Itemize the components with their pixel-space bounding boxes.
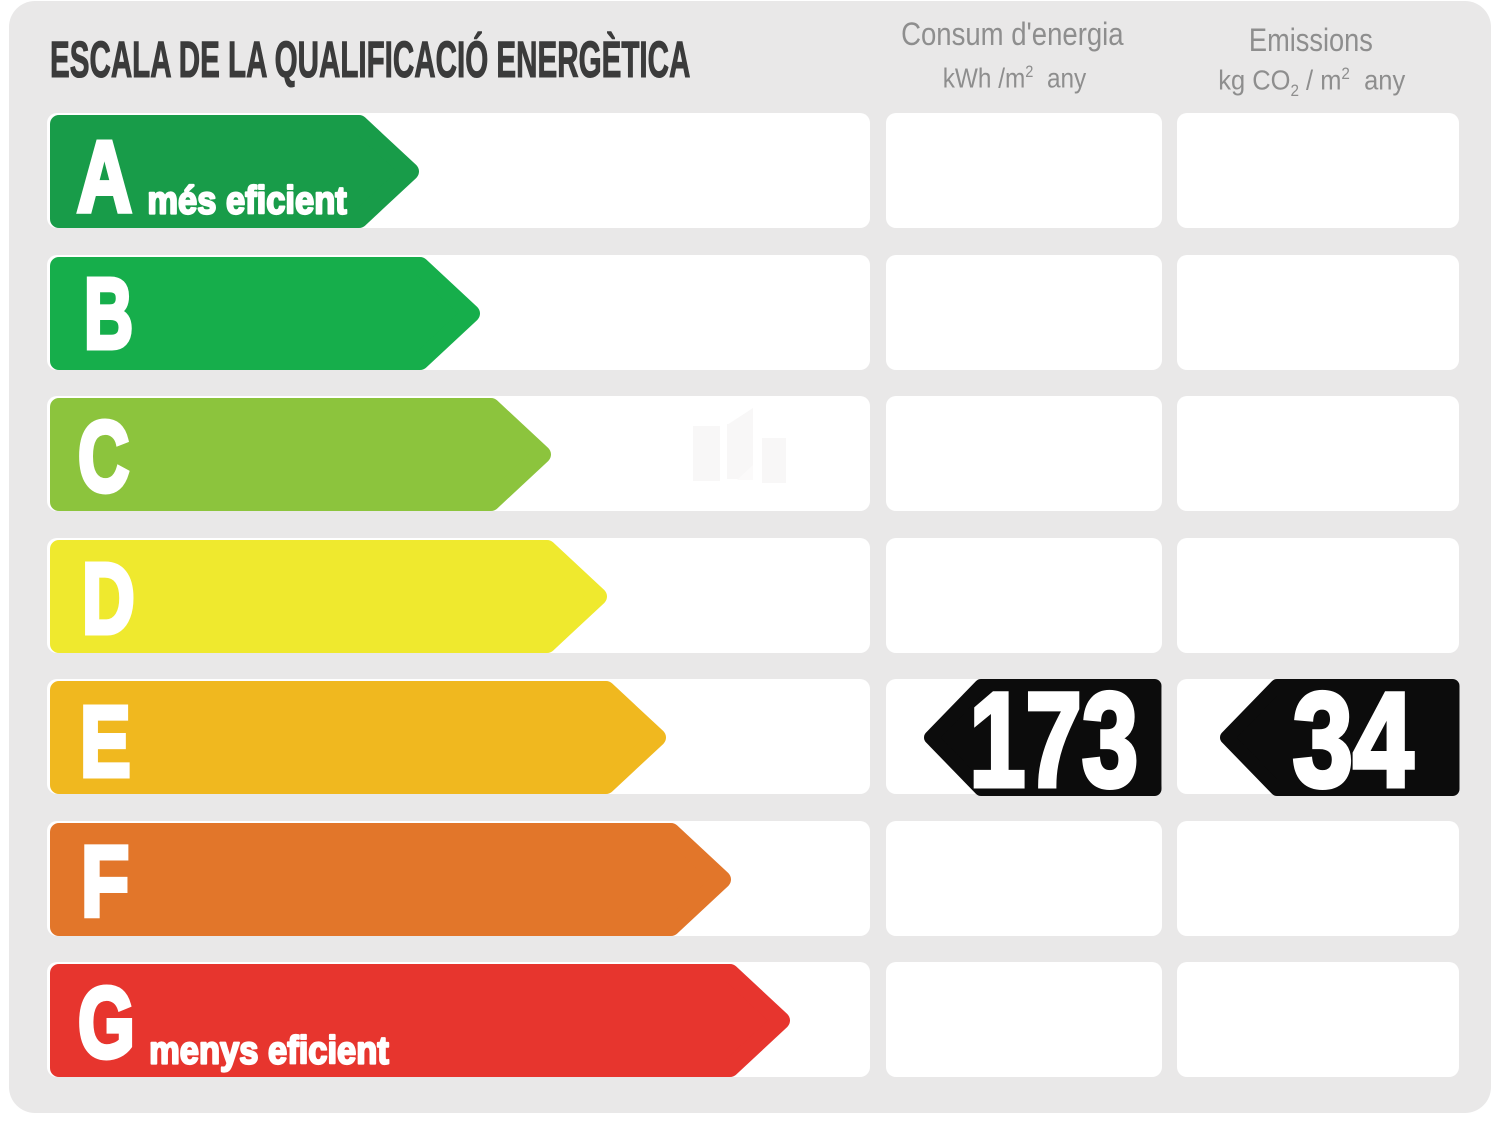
svg-text:més eficient: més eficient [147, 179, 346, 222]
svg-text:menys eficient: menys eficient [149, 1029, 389, 1072]
